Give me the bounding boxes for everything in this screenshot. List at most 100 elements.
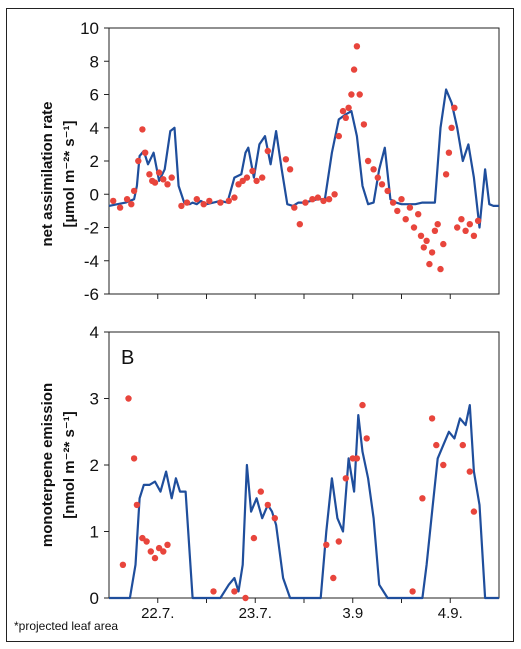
measured-point [389,199,397,206]
measured-point [331,191,338,198]
measured-point [155,169,163,176]
panel-a-measured-points [110,43,482,273]
measured-point [164,181,171,188]
measured-point [119,561,127,568]
measured-point [231,588,238,595]
measured-point [320,197,327,205]
measured-point [259,174,266,181]
measured-point [374,174,381,181]
measured-point [130,187,138,195]
measured-point [128,201,135,208]
measured-point [356,91,363,98]
x-tick-label: 23.7. [239,605,272,622]
y-tick-label: 6 [90,86,99,105]
measured-point [363,435,370,442]
panel-b-measured-points [119,395,478,602]
y-tick-label: -4 [84,252,99,271]
measured-point [364,157,372,165]
y-tick-label: -2 [84,219,99,238]
y-tick-label: 0 [90,185,99,204]
measured-point [428,249,436,256]
y-tick-label: 1 [90,523,99,542]
measured-point [466,468,473,475]
measured-point [139,126,146,133]
measured-point [291,204,298,211]
measured-point [353,455,361,462]
measured-point [135,157,142,165]
x-tick-label: 22.7. [141,605,174,622]
measured-point [242,594,249,602]
measured-point [440,240,447,248]
measured-point [335,132,342,140]
measured-point [231,194,238,201]
measured-point [323,541,330,548]
measured-point [423,237,430,244]
measured-point [466,221,473,228]
panel-a-model-line [108,88,499,229]
y-tick-label: -6 [84,285,99,304]
measured-point [125,395,132,402]
measured-point [302,199,309,206]
measured-point [250,534,258,542]
measured-point [434,221,441,228]
panel-b-ylabel: monoterpene emission [39,383,56,547]
measured-point [470,508,478,515]
panel-a-ylabel: net assimilation rate [39,101,56,246]
measured-point [440,461,447,469]
measured-point [130,455,138,462]
panel-b-label: B [121,347,134,369]
measured-point [350,66,358,73]
measured-point [339,107,347,115]
measured-point [394,207,401,215]
measured-point [183,199,191,206]
measured-point [249,167,256,175]
panel-a-x-axis [157,294,451,299]
measured-point [314,194,322,201]
measured-point [146,171,153,178]
measured-point [420,244,427,251]
measured-point [345,104,352,112]
measured-point [296,221,303,228]
measured-point [445,149,453,156]
measured-point [257,488,264,495]
measured-point [206,197,213,205]
y-tick-label: 4 [90,323,99,342]
measured-point [378,181,386,188]
measured-point [325,196,333,203]
measured-point [200,201,207,208]
measured-point [110,197,117,205]
y-tick-label: 8 [90,52,99,71]
measured-point [398,196,405,203]
measured-point [431,227,439,234]
measured-point [437,265,444,273]
measured-point [168,174,175,181]
measured-point [253,177,260,185]
measured-point [123,196,131,203]
measured-point [225,197,232,205]
figure-frame [6,8,514,642]
measured-point [410,224,418,231]
panel-b-ylabel-unit: [nmol m⁻²* s⁻¹] [61,411,78,519]
measured-point [426,260,433,268]
measured-point [474,217,482,224]
measured-point [406,204,414,211]
measured-point [402,216,409,223]
measured-point [243,174,251,181]
measured-point [470,232,478,239]
measured-point [428,415,436,422]
measured-point [353,43,361,50]
measured-point [151,554,159,562]
measured-point [359,401,366,409]
measured-point [143,538,150,545]
x-tick-label: 3.9 [342,605,363,622]
panel-b-x-axis: 22.7. 23.7. 3.9 4.9. [141,598,463,622]
y-tick-label: 0 [90,589,99,608]
measured-point [151,179,159,186]
measured-point [133,501,141,509]
measured-point [384,187,391,195]
panel-b-plot-area [108,331,500,599]
y-tick-label: 2 [90,456,99,475]
measured-point [160,548,167,555]
measured-point [433,441,440,449]
measured-point [282,156,290,163]
